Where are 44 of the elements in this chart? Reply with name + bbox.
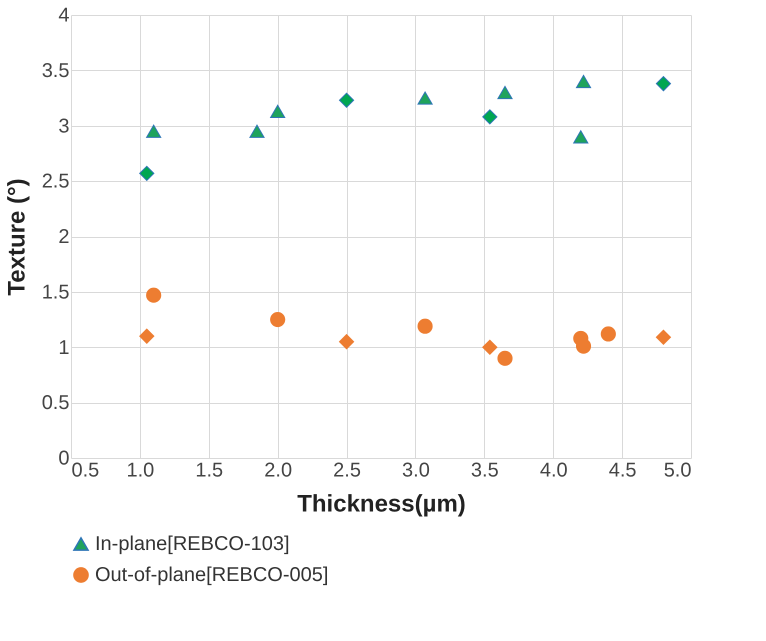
point (146, 288, 162, 303)
x-tick-label: 3.0 (402, 460, 430, 482)
x-tick-label: 1.0 (126, 460, 154, 482)
y-axis-title: Texture (°) (4, 178, 31, 296)
y-tick-label: 3.5 (42, 60, 70, 82)
point (139, 328, 154, 344)
point (576, 74, 592, 88)
point (573, 130, 588, 144)
point (482, 340, 498, 355)
point (418, 91, 433, 105)
x-tick-label: 5.0 (664, 460, 692, 482)
point (270, 312, 286, 328)
point (656, 76, 672, 92)
point (482, 109, 498, 124)
y-tick-label: 1 (58, 336, 70, 359)
y-tick-label: 2.5 (42, 170, 70, 193)
point (249, 124, 265, 138)
point (497, 86, 513, 100)
point (139, 166, 154, 181)
legend-label: Out-of-plane[REBCO-005] (95, 564, 328, 586)
x-tick-label: 0.5 (72, 460, 100, 482)
x-axis-title: Thickness(µm) (297, 490, 466, 518)
y-tick-label: 1.5 (42, 281, 70, 304)
y-tick-label: 4 (58, 4, 70, 26)
point (497, 350, 513, 366)
point (418, 318, 433, 334)
point (576, 338, 592, 354)
x-tick-label: 3.5 (470, 460, 499, 482)
y-tick-label: 0 (58, 448, 70, 470)
point (656, 330, 672, 345)
x-tick-label: 4.5 (608, 460, 637, 482)
x-tick-label: 2.5 (333, 460, 361, 482)
y-tick-label: 3 (58, 115, 70, 138)
point (338, 92, 354, 108)
point (338, 334, 354, 350)
point (146, 124, 162, 138)
legend-label: In-plane[REBCO-103] (95, 533, 290, 555)
x-tick-label: 4.0 (540, 460, 568, 482)
point (600, 326, 616, 342)
y-tick-label: 0.5 (42, 392, 70, 414)
x-tick-label: 1.5 (195, 460, 224, 482)
point (270, 104, 286, 118)
x-tick-label: 2.0 (264, 460, 292, 482)
y-tick-label: 2 (58, 226, 70, 248)
